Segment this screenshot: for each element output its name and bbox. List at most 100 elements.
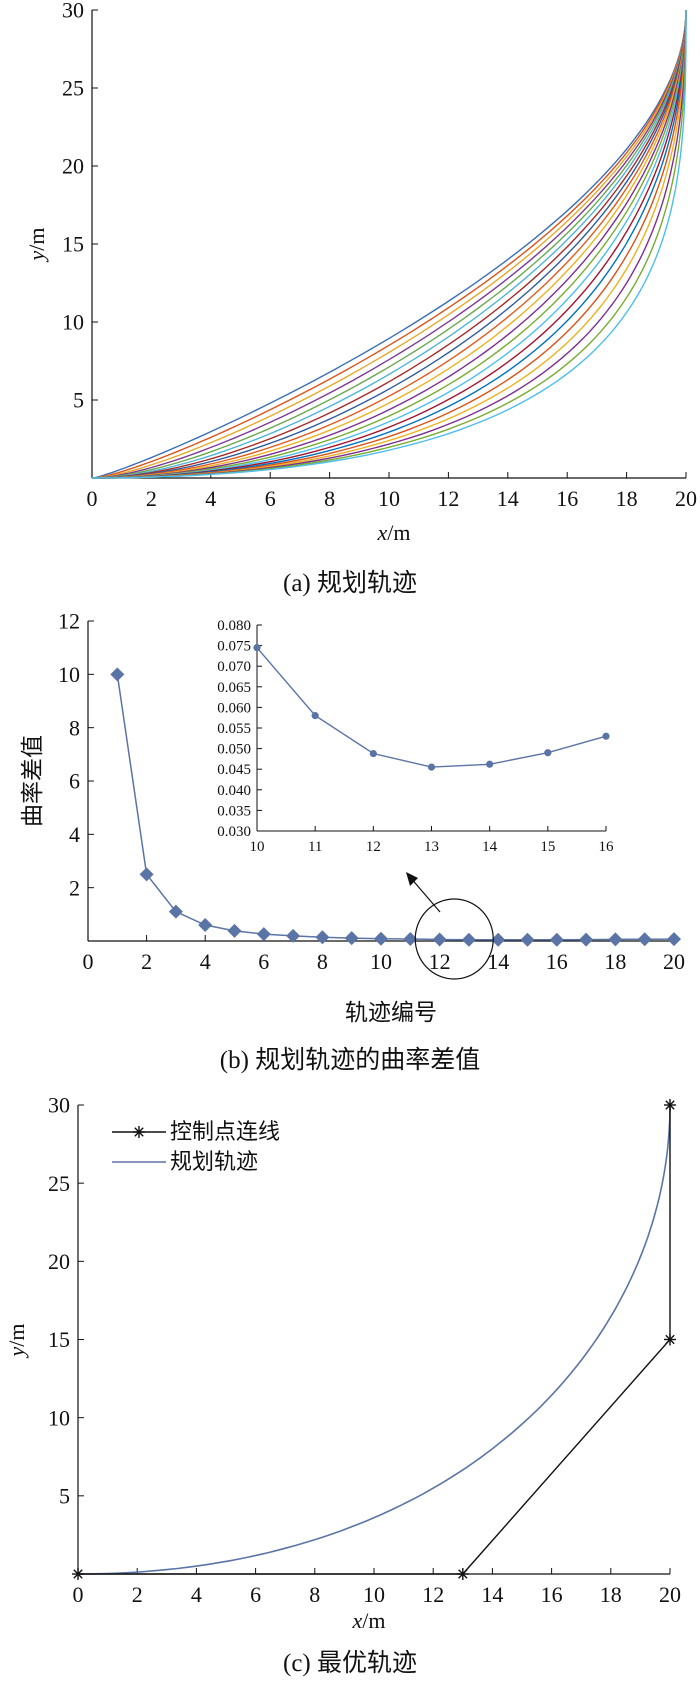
chart-a-x-tick-label: 8 bbox=[324, 486, 335, 511]
chart-b-y-tick-label: 6 bbox=[69, 769, 80, 794]
chart-a-trajectory-12 bbox=[91, 9, 687, 479]
chart-b-inset-x-tick-label: 16 bbox=[599, 839, 615, 855]
chart-a-x-tick-label: 4 bbox=[205, 486, 216, 511]
chart-c-y-tick-label: 10 bbox=[48, 1405, 70, 1430]
chart-b-point-1 bbox=[110, 667, 125, 682]
chart-a-y-tick-label: 15 bbox=[62, 232, 84, 257]
chart-c-x-tick-label: 0 bbox=[73, 1582, 84, 1607]
chart-b-highlight-arrowhead bbox=[406, 872, 418, 886]
chart-b-inset-x-tick-label: 12 bbox=[366, 839, 381, 855]
chart-b-point-8 bbox=[315, 930, 330, 945]
chart-a-x-tick-label: 16 bbox=[556, 486, 578, 511]
chart-b-point-17 bbox=[579, 932, 594, 947]
chart-b-point-13 bbox=[461, 932, 476, 947]
chart-b-x-tick-label: 12 bbox=[429, 949, 451, 974]
chart-c-x-axis-label: x/m bbox=[352, 1608, 386, 1633]
chart-b-x-tick-label: 2 bbox=[141, 949, 152, 974]
chart-a-trajectory-20 bbox=[91, 10, 687, 479]
chart-a-x-tick-label: 0 bbox=[87, 486, 98, 511]
chart-c-x-tick-label: 14 bbox=[481, 1582, 503, 1607]
chart-c-x-tick-label: 2 bbox=[132, 1582, 143, 1607]
chart-b-y-tick-label: 2 bbox=[69, 875, 80, 900]
chart-c-x-tick-label: 16 bbox=[541, 1582, 563, 1607]
chart-a-trajectory-13 bbox=[91, 9, 687, 479]
chart-c-y-tick-label: 30 bbox=[48, 1093, 70, 1118]
chart-b-inset-y-tick-label: 0.045 bbox=[217, 762, 251, 778]
chart-b-inset-x-tick-label: 10 bbox=[250, 839, 265, 855]
chart-b-inset-point-16 bbox=[602, 732, 610, 740]
chart-c-x-tick-label: 6 bbox=[250, 1582, 261, 1607]
chart-b-point-3 bbox=[168, 904, 183, 919]
chart-a-trajectory-16 bbox=[91, 9, 687, 479]
chart-a-axes: 0 2 4 6 8 10 12 14 16 18 20 5 10 15 20 25 30 bbox=[62, 0, 697, 511]
chart-a-trajectory-5 bbox=[91, 9, 687, 479]
chart-a-y-tick-label: 25 bbox=[62, 76, 84, 101]
caption-c: (c) 最优轨迹 bbox=[283, 1650, 417, 1677]
chart-b-inset-line bbox=[256, 647, 607, 768]
chart-b-inset-y-tick-label: 0.075 bbox=[217, 639, 251, 655]
chart-b-x-tick-label: 10 bbox=[370, 949, 392, 974]
chart-b-inset-point-15 bbox=[544, 749, 552, 757]
chart-c-axes: 0 2 4 6 8 10 12 14 16 18 20 5 10 15 20 25 30 bbox=[48, 1093, 681, 1607]
chart-b-inset-y-tick-label: 0.060 bbox=[217, 700, 251, 716]
chart-a-trajectory-19 bbox=[91, 10, 687, 479]
chart-c-control-point-3 bbox=[664, 1333, 676, 1346]
chart-a-trajectory-1 bbox=[91, 9, 687, 479]
chart-b-inset-y-tick-label: 0.030 bbox=[217, 824, 251, 840]
chart-b-series-line bbox=[116, 674, 675, 941]
chart-b-inset-y-tick-label: 0.065 bbox=[217, 680, 251, 696]
chart-c-legend-label-trajectory: 规划轨迹 bbox=[170, 1149, 258, 1174]
chart-a-trajectory-4 bbox=[91, 9, 687, 479]
chart-c-x-tick-label: 18 bbox=[600, 1582, 622, 1607]
chart-a-x-tick-label: 20 bbox=[675, 486, 697, 511]
chart-a-x-tick-label: 6 bbox=[265, 486, 276, 511]
chart-b-inset-x-tick-label: 11 bbox=[308, 839, 322, 855]
chart-b-point-7 bbox=[286, 928, 301, 943]
chart-b-point-2 bbox=[139, 867, 154, 882]
chart-b-inset-point-10 bbox=[253, 644, 261, 652]
chart-b-x-tick-label: 4 bbox=[200, 949, 211, 974]
chart-c-trajectory-line bbox=[77, 1104, 671, 1575]
chart-b-x-tick-label: 20 bbox=[663, 949, 685, 974]
chart-b-point-10 bbox=[374, 931, 388, 946]
chart-a-x-tick-label: 10 bbox=[378, 486, 400, 511]
chart-b-y-tick-label: 10 bbox=[58, 662, 80, 687]
chart-b-point-11 bbox=[403, 932, 418, 946]
chart-c-legend-control-marker bbox=[133, 1126, 145, 1138]
chart-a-trajectory-9 bbox=[91, 9, 687, 479]
chart-b-x-tick-label: 0 bbox=[83, 949, 94, 974]
chart-a-trajectory-10 bbox=[91, 9, 687, 479]
chart-b-y-tick-label: 4 bbox=[69, 822, 80, 847]
chart-b-point-5 bbox=[227, 923, 242, 938]
chart-b-x-tick-label: 16 bbox=[546, 949, 568, 974]
chart-c-x-tick-label: 20 bbox=[659, 1582, 681, 1607]
chart-a-x-tick-label: 14 bbox=[497, 486, 519, 511]
chart-a-y-tick-label: 5 bbox=[73, 388, 84, 413]
chart-a-trajectory-14 bbox=[91, 9, 687, 479]
chart-b-point-9 bbox=[344, 931, 359, 946]
chart-a-trajectory-15 bbox=[91, 9, 687, 479]
chart-a-trajectory-6 bbox=[91, 9, 687, 479]
chart-a-y-tick-label: 30 bbox=[62, 0, 84, 23]
chart-a-trajectory-2 bbox=[91, 9, 687, 479]
chart-a-x-tick-label: 2 bbox=[146, 486, 157, 511]
chart-b-point-4 bbox=[198, 918, 213, 932]
chart-c-control-point-4 bbox=[664, 1099, 676, 1111]
chart-b-point-12 bbox=[432, 932, 447, 947]
chart-b-highlight-circle bbox=[414, 898, 494, 980]
chart-b-point-20 bbox=[667, 932, 681, 947]
chart-c-control-point-1 bbox=[72, 1568, 84, 1580]
chart-a-y-tick-label: 20 bbox=[62, 154, 84, 179]
chart-c-y-tick-label: 5 bbox=[59, 1484, 70, 1509]
chart-b-axes: 0 2 4 6 8 10 12 14 16 18 20 2 4 6 8 10 12 bbox=[58, 609, 685, 974]
chart-b-x-tick-label: 8 bbox=[317, 949, 328, 974]
chart-b-x-tick-label: 18 bbox=[604, 949, 626, 974]
chart-b-point-14 bbox=[491, 932, 506, 947]
chart-b-inset-y-tick-label: 0.070 bbox=[217, 659, 251, 675]
chart-c-y-tick-label: 15 bbox=[48, 1327, 70, 1352]
chart-a-trajectory-8 bbox=[91, 9, 687, 479]
chart-b-inset-y-tick-label: 0.035 bbox=[217, 803, 251, 819]
chart-a-trajectory-7 bbox=[91, 9, 687, 479]
